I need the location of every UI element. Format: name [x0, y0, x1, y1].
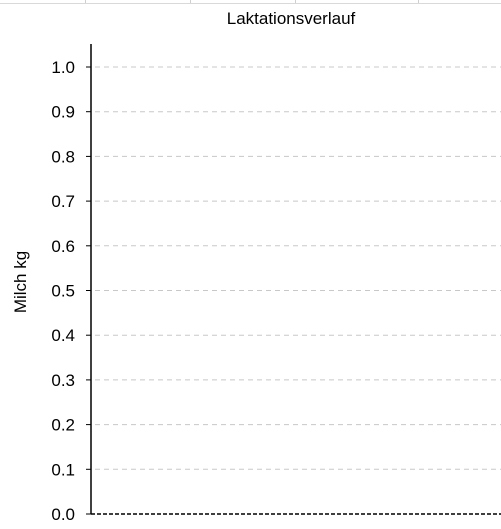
y-tick-label: 0.0 — [51, 505, 75, 524]
y-axis-ticks: 0.0 0.1 0.2 0.3 0.4 0.5 0.6 0.7 0.8 0.9 1.0 — [51, 58, 91, 524]
y-tick-label: 0.2 — [51, 416, 75, 435]
y-tick-label: 1.0 — [51, 58, 75, 77]
y-tick-label: 0.7 — [51, 192, 75, 211]
y-tick-label: 0.9 — [51, 103, 75, 122]
y-tick-label: 0.6 — [51, 237, 75, 256]
y-tick-label: 0.3 — [51, 371, 75, 390]
chart-title: Laktationsverlauf — [227, 9, 356, 28]
y-axis-title: Milch kg — [11, 251, 30, 313]
spreadsheet-column-strip — [0, 0, 501, 4]
y-tick-label: 0.5 — [51, 282, 75, 301]
y-tick-label: 0.4 — [51, 326, 75, 345]
y-tick-label: 0.8 — [51, 147, 75, 166]
gridlines — [95, 66, 501, 470]
y-tick-label: 0.1 — [51, 460, 75, 479]
